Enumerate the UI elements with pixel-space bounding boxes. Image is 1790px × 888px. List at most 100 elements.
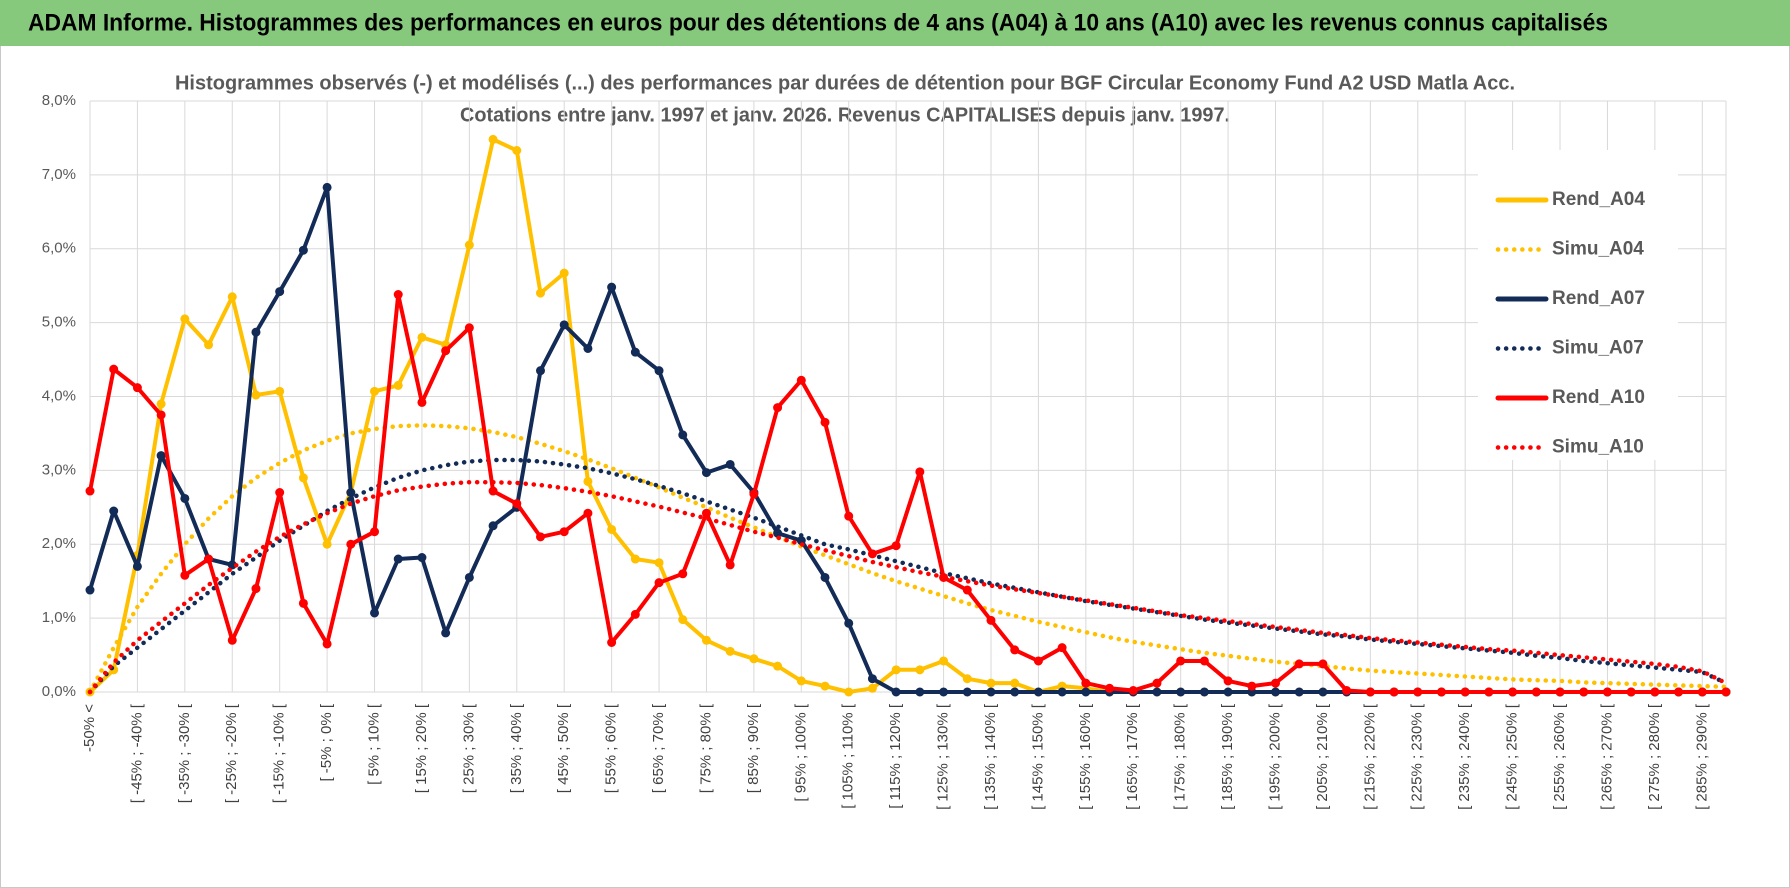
point-marker [180, 314, 190, 324]
x-tick-label: [ 235% ; 240% [ [1456, 703, 1473, 810]
point-marker [1010, 687, 1020, 697]
header-bar [0, 0, 1790, 46]
point-marker [891, 665, 901, 675]
point-marker [441, 628, 451, 638]
point-marker [275, 386, 285, 396]
y-tick-label: 6,0% [42, 240, 76, 257]
legend-label: Simu_A07 [1552, 338, 1644, 359]
point-marker [1010, 678, 1020, 688]
point-marker [488, 134, 498, 144]
point-marker [275, 488, 285, 498]
point-marker [749, 654, 759, 664]
x-tick-label: [ 55% ; 60% [ [603, 703, 620, 793]
point-marker [1010, 645, 1020, 655]
point-marker [630, 609, 640, 619]
point-marker [583, 476, 593, 486]
point-marker [204, 340, 214, 350]
point-marker [1152, 678, 1162, 688]
point-marker [1223, 676, 1233, 686]
x-tick-label: [ 5% ; 10% [ [365, 703, 382, 785]
point-marker [749, 489, 759, 499]
x-tick-label: [ -45% ; -40% [ [128, 703, 145, 803]
point-marker [512, 499, 522, 509]
point-marker [464, 572, 474, 582]
point-marker [535, 288, 545, 298]
point-marker [725, 459, 735, 469]
point-marker [298, 473, 308, 483]
point-marker [986, 687, 996, 697]
point-marker [1294, 687, 1304, 697]
point-marker [322, 182, 332, 192]
point-marker [939, 656, 949, 666]
chart-subtitle: Cotations entre janv. 1997 et janv. 2026… [460, 104, 1230, 126]
point-marker [535, 532, 545, 542]
point-marker [725, 560, 735, 570]
x-tick-label: [ 155% ; 160% [ [1077, 703, 1094, 810]
point-marker [820, 417, 830, 427]
x-tick-label: [ 65% ; 70% [ [650, 703, 667, 793]
point-marker [1650, 687, 1660, 697]
x-tick-label: [ -25% ; -20% [ [223, 703, 240, 803]
point-marker [583, 343, 593, 353]
point-marker [1271, 678, 1281, 688]
point-marker [607, 524, 617, 534]
point-marker [1602, 687, 1612, 697]
point-marker [417, 397, 427, 407]
x-tick-label: [ 215% ; 220% [ [1361, 703, 1378, 810]
point-marker [132, 561, 142, 571]
point-marker [393, 554, 403, 564]
model-line [87, 423, 1729, 695]
point-marker [1436, 687, 1446, 697]
point-marker [559, 320, 569, 330]
point-marker [891, 541, 901, 551]
point-marker [986, 678, 996, 688]
x-tick-label: [ 75% ; 80% [ [697, 703, 714, 793]
x-tick-label: [ 35% ; 40% [ [508, 703, 525, 793]
point-marker [346, 539, 356, 549]
x-tick-label: [ -5% ; 0% [ [318, 703, 335, 781]
point-marker [915, 665, 925, 675]
point-marker [867, 683, 877, 693]
x-tick-label: [ 285% ; 290% [ [1693, 703, 1710, 810]
point-marker [346, 488, 356, 498]
x-tick-label: [ 85% ; 90% [ [745, 703, 762, 793]
point-marker [773, 661, 783, 671]
point-marker [1626, 687, 1636, 697]
header-title: ADAM Informe. Histogrammes des performan… [28, 9, 1608, 36]
x-tick-label: [ 195% ; 200% [ [1266, 703, 1283, 810]
point-marker [298, 598, 308, 608]
chart-title: Histogrammes observés (-) et modélisés (… [175, 72, 1515, 94]
point-marker [986, 615, 996, 625]
point-marker [1223, 687, 1233, 697]
y-tick-label: 7,0% [42, 166, 76, 183]
x-tick-label: [ 15% ; 20% [ [413, 703, 430, 793]
point-marker [1176, 687, 1186, 697]
point-marker [180, 570, 190, 580]
point-marker [1460, 687, 1470, 697]
point-marker [1674, 687, 1684, 697]
point-marker [1176, 656, 1186, 666]
point-marker [915, 467, 925, 477]
x-tick-label: [ 275% ; 280% [ [1646, 703, 1663, 810]
point-marker [820, 572, 830, 582]
point-marker [844, 687, 854, 697]
point-marker [251, 327, 261, 337]
point-marker [370, 386, 380, 396]
point-marker [322, 639, 332, 649]
point-marker [1199, 687, 1209, 697]
point-marker [417, 553, 427, 563]
point-marker [1199, 656, 1209, 666]
point-marker [370, 527, 380, 537]
y-tick-label: 0,0% [42, 683, 76, 700]
x-tick-label: [ 95% ; 100% [ [792, 703, 809, 801]
point-marker [535, 366, 545, 376]
y-tick-label: 3,0% [42, 461, 76, 478]
point-marker [488, 486, 498, 496]
x-tick-label: -50% < [81, 704, 98, 752]
point-marker [85, 585, 95, 595]
point-marker [1318, 659, 1328, 669]
point-marker [227, 292, 237, 302]
point-marker [678, 569, 688, 579]
point-marker [630, 347, 640, 357]
point-marker [1342, 686, 1352, 696]
